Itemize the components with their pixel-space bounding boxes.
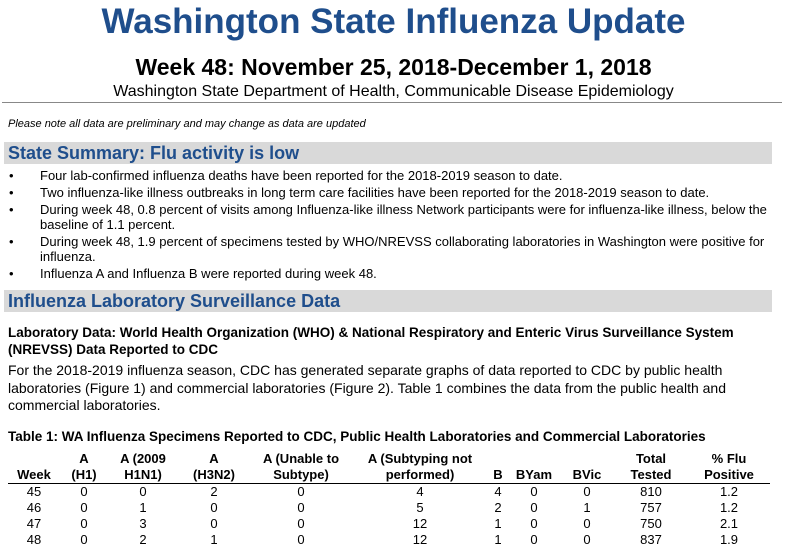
header-line: BYam (515, 467, 553, 482)
column-header: Week (8, 451, 60, 484)
table-cell: 0 (210, 500, 218, 515)
header-line: A (209, 451, 219, 466)
table-cell: 0 (80, 516, 88, 531)
section-heading: Influenza Laboratory Surveillance Data (4, 290, 772, 312)
table-cell: 0 (583, 484, 591, 499)
table-row: 45 0 0 2 0 4 4 0 0 810 1.2 (8, 484, 770, 501)
table-cell: 0 (530, 500, 538, 515)
column-header: % Flu Positive (688, 451, 770, 484)
table-cell: 1 (494, 516, 502, 531)
table-cell: 48 (26, 532, 42, 547)
column-header: BVic (560, 451, 614, 484)
table-cell: 0 (139, 484, 147, 499)
header-line: H1N1) (124, 467, 162, 482)
table-cell: 4 (416, 484, 424, 499)
title: Washington State Influenza Update (101, 2, 686, 41)
table-cell: 0 (530, 484, 538, 499)
header-line: BVic (572, 467, 602, 482)
header-line: A (Unable to (262, 451, 340, 466)
table-cell: 0 (297, 516, 305, 531)
header-line: A (Subtyping not (367, 451, 473, 466)
column-header: A (Unable to Subtype) (250, 451, 352, 484)
table-cell: 46 (26, 500, 42, 515)
column-header: A (2009 H1N1) (108, 451, 178, 484)
table-cell: 750 (640, 516, 662, 531)
table-cell: 1 (494, 532, 502, 547)
table-row: 48 0 2 1 0 12 1 0 0 837 1.9 (8, 532, 770, 548)
table-cell: 1.2 (719, 484, 739, 499)
header-line: Total (635, 451, 667, 466)
bullet: Two influenza-like illness outbreaks in … (0, 185, 770, 201)
table-title: Table 1: WA Influenza Specimens Reported… (8, 429, 706, 444)
bullet: During week 48, 1.9 percent of specimens… (0, 234, 770, 265)
header-line: Subtype) (273, 467, 329, 482)
bullet: During week 48, 0.8 percent of visits am… (0, 202, 770, 233)
table-cell: 45 (26, 484, 42, 499)
table-cell: 0 (583, 516, 591, 531)
department: Washington State Department of Health, C… (113, 83, 674, 100)
column-header: A (H3N2) (178, 451, 250, 484)
table-cell: 0 (80, 532, 88, 547)
header-line: Week (17, 467, 51, 482)
table-cell: 0 (530, 532, 538, 547)
column-header: BYam (508, 451, 560, 484)
table-cell: 2.1 (719, 516, 739, 531)
header-line: A (79, 451, 89, 466)
table-row: 47 0 3 0 0 12 1 0 0 750 2.1 (8, 516, 770, 532)
table-cell: 12 (412, 516, 428, 531)
table-cell: 2 (210, 484, 218, 499)
table-cell: 1.2 (719, 500, 739, 515)
header-line: B (493, 467, 503, 482)
table-cell: 5 (416, 500, 424, 515)
table-row: 46 0 1 0 0 5 2 0 1 757 1.2 (8, 500, 770, 516)
table-cell: 757 (640, 500, 662, 515)
column-header: A (Subtyping not performed) (352, 451, 488, 484)
subheading: Laboratory Data: World Health Organizati… (8, 325, 734, 357)
paragraph: For the 2018-2019 influenza season, CDC … (8, 362, 726, 413)
bullet-list: Four lab-confirmed influenza deaths have… (0, 168, 770, 283)
note: Please note all data are preliminary and… (8, 118, 366, 130)
table-cell: 0 (297, 532, 305, 547)
table-cell: 12 (412, 532, 428, 547)
bullet: Four lab-confirmed influenza deaths have… (0, 168, 770, 184)
table-cell: 0 (210, 516, 218, 531)
header-line: % Flu (711, 451, 747, 466)
header-line: performed) (385, 467, 455, 482)
table-cell: 0 (297, 484, 305, 499)
column-header: Total Tested (614, 451, 688, 484)
table-cell: 0 (583, 532, 591, 547)
table-cell: 47 (26, 516, 42, 531)
header-line: (H1) (71, 467, 97, 482)
header-line: Tested (630, 467, 672, 482)
table-cell: 2 (494, 500, 502, 515)
header-line: A (2009 (120, 451, 166, 466)
table-cell: 1.9 (719, 532, 739, 547)
table-cell: 0 (80, 500, 88, 515)
column-header: A (H1) (60, 451, 108, 484)
header-line: Positive (704, 467, 754, 482)
subtitle: Week 48: November 25, 2018-December 1, 2… (135, 54, 652, 80)
column-header: B (488, 451, 508, 484)
bullet: Influenza A and Influenza B were reporte… (0, 266, 770, 282)
table-cell: 0 (530, 516, 538, 531)
table-cell: 2 (139, 532, 147, 547)
header-line: (H3N2) (193, 467, 235, 482)
section-heading: State Summary: Flu activity is low (4, 142, 772, 164)
data-table: Week A (H1) A (2009 H1N1) A (H3N2) A (Unable to… (8, 451, 770, 548)
rule (2, 102, 782, 103)
table-cell: 0 (80, 484, 88, 499)
table-cell: 837 (640, 532, 662, 547)
table-cell: 1 (210, 532, 218, 547)
table-cell: 0 (297, 500, 305, 515)
table-cell: 1 (139, 500, 147, 515)
table-cell: 4 (494, 484, 502, 499)
table-cell: 810 (640, 484, 662, 499)
table-cell: 3 (139, 516, 147, 531)
table-cell: 1 (583, 500, 591, 515)
